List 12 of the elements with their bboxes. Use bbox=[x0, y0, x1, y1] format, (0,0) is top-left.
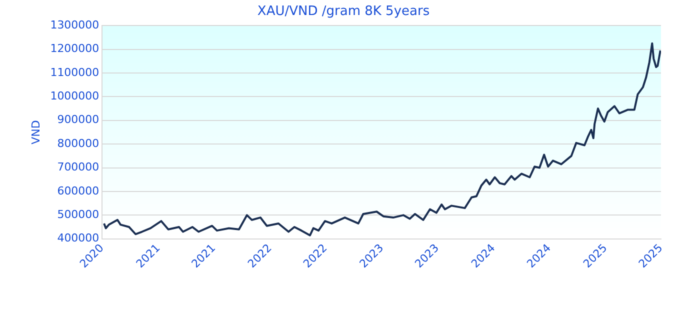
y-tick-label: 800000 bbox=[57, 136, 100, 150]
y-tick-label: 1000000 bbox=[50, 90, 100, 103]
y-tick-label: 700000 bbox=[57, 160, 100, 174]
y-tick-label: 600000 bbox=[57, 184, 100, 198]
y-tick-label: 500000 bbox=[57, 208, 100, 222]
y-tick-label: 900000 bbox=[57, 113, 100, 126]
y-axis-title: VND bbox=[29, 120, 42, 144]
y-tick-label: 1100000 bbox=[50, 66, 100, 79]
chart-title: XAU/VND /gram 8K 5years bbox=[257, 4, 430, 20]
y-tick-label: 1300000 bbox=[50, 18, 100, 32]
y-tick-label: 400000 bbox=[57, 232, 100, 245]
y-tick-label: 1200000 bbox=[50, 42, 100, 56]
